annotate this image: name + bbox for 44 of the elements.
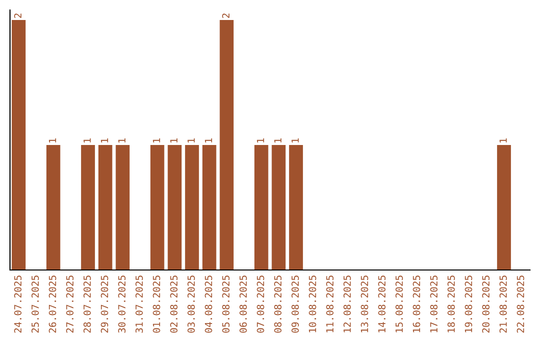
x-tick-label: 03.08.2025 [187, 276, 195, 333]
x-tick-label: 19.08.2025 [464, 276, 472, 332]
x-tick-label: 13.08.2025 [360, 276, 368, 332]
data-label: 1 [152, 138, 160, 142]
x-tick-label: 27.07.2025 [66, 276, 74, 333]
x-tick-label: 10.08.2025 [308, 276, 316, 332]
x-tick-label: 28.07.2025 [83, 276, 91, 333]
x-tick-label: 21.08.2025 [499, 276, 507, 333]
x-tick-label: 11.08.2025 [326, 276, 334, 332]
x-tick-label: 30.07.2025 [118, 276, 126, 333]
x-tick-label: 16.08.2025 [412, 276, 420, 332]
data-label: 1 [274, 138, 282, 142]
data-label: 1 [84, 138, 91, 142]
x-tick-label: 12.08.2025 [343, 276, 351, 332]
x-tick-label: 01.08.2025 [152, 276, 160, 333]
x-tick-label: 09.08.2025 [291, 276, 299, 333]
x-tick-label: 29.07.2025 [100, 276, 108, 333]
x-tick-label: 08.08.2025 [274, 276, 282, 333]
x-tick-label: 14.08.2025 [378, 276, 386, 332]
data-label: 1 [500, 138, 507, 142]
data-label: 2 [14, 14, 22, 18]
x-tick-label: 18.08.2025 [447, 276, 455, 332]
x-tick-label: 04.08.2025 [204, 276, 212, 333]
x-tick-label: 26.07.2025 [48, 276, 56, 333]
x-tick-label: 24.07.2025 [14, 276, 22, 333]
x-tick-label: 06.08.2025 [239, 276, 247, 333]
data-label: 2 [222, 14, 230, 18]
x-tick-label: 07.08.2025 [256, 276, 264, 333]
x-tick-label: 31.07.2025 [135, 276, 143, 333]
data-label: 1 [204, 138, 212, 142]
x-tick-label: 17.08.2025 [430, 276, 438, 332]
x-tick-label: 25.07.2025 [31, 276, 39, 333]
data-label: 1 [188, 138, 195, 142]
data-label: 1 [118, 138, 126, 142]
data-label: 1 [292, 138, 299, 142]
data-label: 1 [48, 138, 56, 142]
x-tick-label: 02.08.2025 [170, 276, 178, 333]
data-label: 1 [100, 138, 108, 142]
x-tick-label: 22.08.2025 [516, 276, 524, 333]
data-label: 1 [170, 138, 178, 142]
x-tick-label: 15.08.2025 [395, 276, 403, 332]
x-tick-label: 05.08.2025 [222, 276, 230, 333]
data-label: 1 [256, 138, 264, 142]
x-tick-label: 20.08.2025 [482, 276, 490, 333]
